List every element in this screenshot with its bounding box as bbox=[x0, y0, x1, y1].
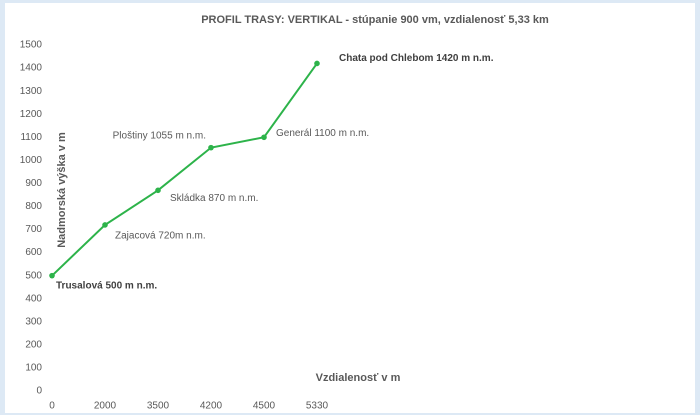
y-tick-label: 500 bbox=[25, 270, 42, 281]
chart-area bbox=[5, 3, 695, 413]
annotation: Chata pod Chlebom 1420 m n.m. bbox=[339, 53, 494, 64]
x-tick-label: 4200 bbox=[200, 401, 223, 412]
point bbox=[102, 222, 108, 228]
y-tick-label: 100 bbox=[25, 363, 42, 374]
chart-title: PROFIL TRASY: VERTIKAL - stúpanie 900 vm… bbox=[201, 14, 549, 26]
y-tick-label: 400 bbox=[25, 293, 42, 304]
point bbox=[314, 60, 320, 67]
y-axis-title: Nadmorská výška v m bbox=[56, 132, 68, 248]
y-tick-label: 1000 bbox=[20, 155, 43, 166]
y-tick-label: 1400 bbox=[20, 63, 43, 74]
x-tick-label: 0 bbox=[49, 401, 55, 412]
x-axis-title: Vzdialenosť v m bbox=[316, 372, 401, 384]
y-tick-label: 0 bbox=[36, 386, 42, 397]
y-tick-label: 1300 bbox=[20, 86, 43, 97]
y-tick-label: 1100 bbox=[20, 132, 42, 143]
y-tick-label: 800 bbox=[25, 201, 42, 212]
point bbox=[155, 187, 161, 194]
y-tick-label: 200 bbox=[25, 340, 42, 351]
x-tick-label: 5330 bbox=[306, 401, 329, 412]
y-tick-label: 300 bbox=[25, 316, 42, 327]
point bbox=[261, 134, 267, 141]
y-tick-label: 600 bbox=[25, 247, 42, 258]
x-tick-label: 3500 bbox=[147, 401, 170, 412]
y-tick-label: 700 bbox=[25, 224, 42, 235]
x-tick-label: 2000 bbox=[94, 401, 117, 412]
annotation: Zajacová 720m n.m. bbox=[115, 231, 206, 242]
annotation: Trusalová 500 m n.m. bbox=[56, 280, 157, 291]
annotation: Ploštiny 1055 m n.m. bbox=[113, 130, 206, 141]
annotation: Skládka 870 m n.m. bbox=[170, 193, 258, 204]
y-tick-label: 1200 bbox=[20, 109, 43, 120]
annotation: Generál 1100 m n.m. bbox=[276, 128, 369, 139]
line bbox=[51, 62, 318, 277]
point bbox=[208, 144, 214, 151]
point bbox=[49, 272, 55, 279]
y-tick-label: 1500 bbox=[20, 40, 43, 51]
y-tick-label: 900 bbox=[25, 178, 42, 189]
x-tick-label: 4500 bbox=[253, 401, 276, 412]
